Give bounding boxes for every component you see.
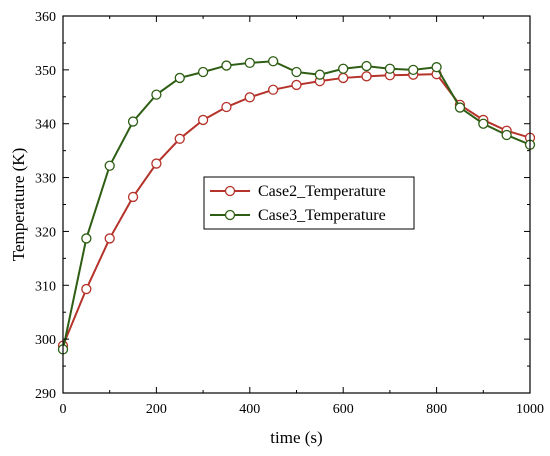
data-point xyxy=(291,66,302,78)
x-axis-label: time (s) xyxy=(270,428,322,447)
data-point xyxy=(478,118,489,129)
data-point xyxy=(174,133,185,144)
y-axis-label: Temperature (K) xyxy=(9,148,28,262)
data-point xyxy=(338,63,349,74)
data-point xyxy=(454,102,466,113)
data-point xyxy=(244,92,255,103)
x-tick-label: 600 xyxy=(333,402,354,417)
y-tick-label: 300 xyxy=(35,333,56,348)
data-point xyxy=(127,191,139,203)
y-tick-label: 330 xyxy=(35,172,56,187)
y-tick-label: 340 xyxy=(35,118,56,133)
data-point xyxy=(314,69,326,80)
data-point xyxy=(81,283,92,295)
data-point xyxy=(267,56,279,67)
data-point xyxy=(127,116,139,127)
data-point xyxy=(361,60,372,72)
x-tick-label: 800 xyxy=(426,402,447,417)
y-tick-label: 310 xyxy=(35,279,56,294)
legend-item: Case2_Temperature xyxy=(210,183,386,200)
y-tick-label: 350 xyxy=(35,64,56,79)
legend-marker xyxy=(224,185,236,197)
data-point xyxy=(267,84,279,95)
legend-item: Case3_Temperature xyxy=(210,207,386,224)
series-2 xyxy=(57,56,536,355)
data-point xyxy=(244,57,255,69)
legend: Case2_Temperature Case3_Temperature xyxy=(203,176,415,230)
y-tick-label: 320 xyxy=(35,225,56,240)
x-tick-label: 400 xyxy=(239,402,260,417)
data-point xyxy=(384,63,396,74)
legend-label: Case2_Temperature xyxy=(258,183,386,200)
data-point xyxy=(151,158,162,169)
y-axis: 290 300 310 320 330 340 350 360 xyxy=(35,10,530,402)
data-point xyxy=(408,64,419,76)
x-tick-label: 1000 xyxy=(516,402,544,417)
data-point xyxy=(174,72,185,84)
data-point xyxy=(431,62,442,73)
legend-box xyxy=(203,176,415,230)
x-tick-label: 200 xyxy=(146,402,167,417)
data-point xyxy=(197,66,209,78)
legend-marker xyxy=(224,209,236,221)
data-point xyxy=(104,233,115,244)
data-point xyxy=(104,160,115,171)
series-group xyxy=(57,56,536,355)
y-tick-label: 290 xyxy=(35,387,56,402)
legend-label: Case3_Temperature xyxy=(258,207,386,224)
data-point xyxy=(338,72,349,84)
data-point xyxy=(291,79,302,91)
x-tick-label: 0 xyxy=(60,402,67,417)
data-point xyxy=(197,114,209,126)
y-tick-label: 360 xyxy=(35,10,56,25)
data-point xyxy=(81,233,92,244)
data-point xyxy=(151,89,162,100)
x-axis: 0 200 400 600 800 1000 xyxy=(60,16,544,417)
data-point xyxy=(221,101,232,113)
data-point xyxy=(501,129,512,141)
data-point xyxy=(221,60,232,71)
data-point xyxy=(361,71,372,82)
